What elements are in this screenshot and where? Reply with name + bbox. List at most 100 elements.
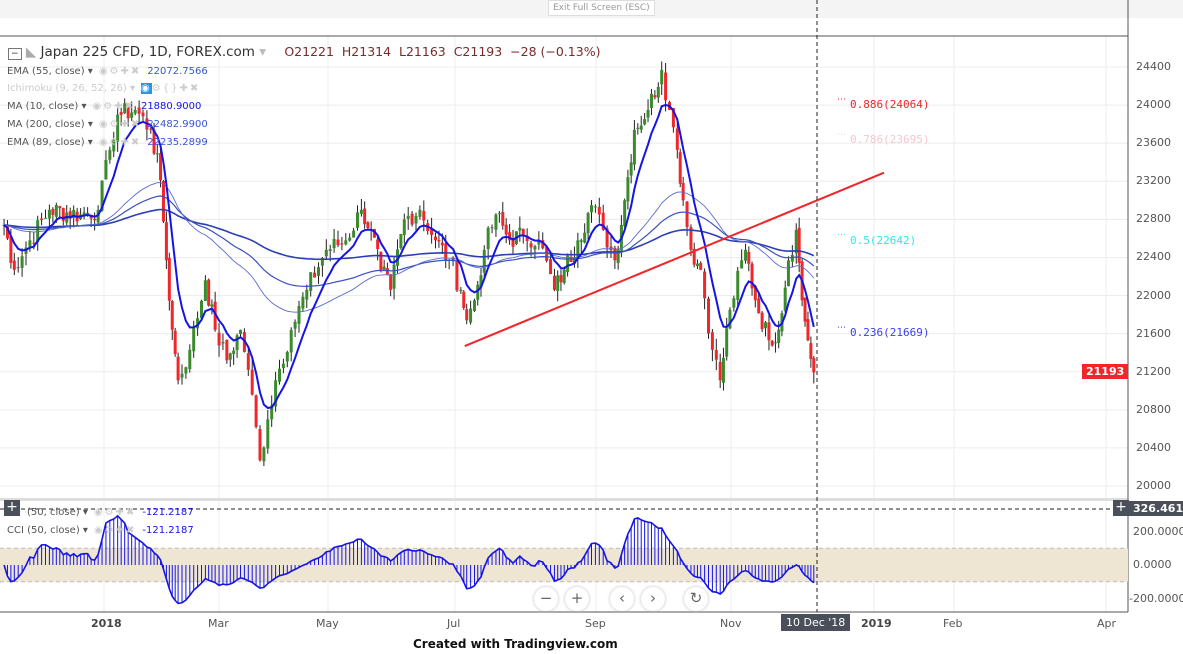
candle-body — [753, 285, 757, 301]
candle-body — [379, 251, 383, 270]
candle-body — [529, 243, 533, 248]
scroll-right-button[interactable]: › — [641, 587, 665, 611]
exit-fullscreen-button[interactable]: Exit Full Screen (ESC) — [548, 0, 655, 16]
time-tick: Feb — [943, 617, 963, 630]
candle-body — [714, 349, 718, 360]
candle-body — [167, 257, 171, 301]
indicator-label: EMA (89, close) — [7, 137, 85, 148]
cci-legend-2[interactable]: CCI (50, close) ▾ ◉⚙✚✖ -121.2187 — [7, 525, 194, 536]
candle-body — [590, 205, 593, 213]
candle-body — [348, 237, 352, 241]
candle-body — [797, 227, 801, 263]
candle-body — [320, 257, 324, 266]
candle-body — [133, 109, 137, 114]
candle-body — [352, 230, 356, 238]
candle-body — [549, 259, 553, 275]
candle-body — [750, 263, 754, 289]
candle-body — [137, 107, 141, 114]
indicator-legend-ma200[interactable]: MA (200, close) ▾ ◉⚙✚✖ 22482.9900 — [7, 119, 208, 130]
candle-body — [473, 300, 476, 311]
candle-body — [613, 247, 617, 261]
candle-body — [703, 271, 707, 299]
indicator-value: 21880.9000 — [140, 101, 202, 112]
candle-body — [270, 405, 274, 420]
candle-body — [566, 255, 570, 273]
candle-body — [760, 312, 764, 330]
indicator-legend-ema55[interactable]: EMA (55, close) ▾ ◉⚙✚✖ 22072.7566 — [7, 66, 208, 77]
candle-body — [583, 232, 587, 243]
candle-body — [108, 149, 112, 160]
candle-body — [336, 239, 340, 246]
candle-body — [100, 180, 104, 211]
candle-body — [366, 222, 370, 228]
indicator-controls-icon[interactable]: ◉⚙✚✖ — [92, 101, 135, 112]
candle-body — [695, 263, 699, 267]
price-tick: 20000 — [1136, 479, 1171, 492]
collapse-icon[interactable]: − — [8, 48, 22, 60]
candle-body — [16, 267, 20, 269]
candle-body — [794, 229, 798, 254]
candle-body — [725, 328, 729, 357]
price-tick: 21200 — [1136, 364, 1171, 378]
candle-body — [649, 93, 653, 109]
high-value: H21314 — [341, 44, 392, 59]
zoom-in-button[interactable]: + — [565, 587, 589, 611]
candle-body — [213, 301, 217, 330]
candle-body — [119, 112, 123, 115]
indicator-legend-ichimoku[interactable]: Ichimoku (9, 26, 52, 26) ▾ ◉⚙{}✚✖ — [7, 83, 201, 94]
candle-body — [541, 240, 545, 249]
price-tick: 22800 — [1136, 212, 1171, 226]
candle-body — [783, 287, 787, 312]
candle-body — [490, 227, 494, 229]
indicator-controls-icon[interactable]: ◉⚙{}✚✖ — [141, 83, 201, 94]
ma200-line — [4, 208, 815, 261]
candle-body — [317, 267, 320, 276]
candle-body — [152, 129, 156, 154]
candle-body — [402, 219, 406, 236]
candle-body — [254, 395, 258, 427]
candle-body — [518, 227, 522, 231]
candle-body — [192, 326, 196, 352]
candle-body — [344, 240, 348, 245]
indicator-controls-icon[interactable]: ◉⚙✚✖ — [93, 525, 137, 536]
candle-body — [653, 95, 657, 98]
crosshair-plus-icon[interactable]: + — [4, 500, 20, 516]
candle-body — [332, 238, 336, 249]
candle-body — [5, 224, 9, 239]
indicator-controls-icon[interactable]: ◉⚙✚✖ — [98, 137, 142, 148]
zoom-out-button[interactable]: − — [534, 587, 558, 611]
candle-body — [372, 228, 376, 238]
reset-chart-button[interactable]: ↻ — [684, 587, 708, 611]
indicator-controls-icon[interactable]: ◉⚙✚✖ — [93, 507, 137, 518]
candle-body — [707, 298, 710, 334]
candle-body — [86, 212, 90, 214]
candle-body — [258, 428, 262, 461]
indicator-legend-ma10[interactable]: MA (10, close) ▾ ◉⚙✚✖ 21880.9000 — [7, 101, 202, 112]
candle-body — [116, 114, 120, 142]
candle-body — [597, 206, 601, 215]
candle-body — [806, 319, 810, 341]
indicator-value: -121.2187 — [142, 525, 194, 536]
candle-body — [664, 72, 668, 101]
open-value: O21221 — [284, 44, 334, 59]
indicator-label: Ichimoku (9, 26, 52, 26) — [7, 83, 127, 94]
scroll-left-button[interactable]: ‹ — [610, 587, 634, 611]
candle-body — [93, 218, 97, 221]
candle-body — [601, 212, 605, 230]
indicator-value: 22482.9900 — [147, 119, 208, 130]
candle-body — [40, 218, 44, 221]
indicator-controls-icon[interactable]: ◉⚙✚✖ — [98, 119, 142, 130]
indicator-controls-icon[interactable]: ◉⚙✚✖ — [98, 66, 142, 77]
candle-body — [579, 240, 583, 242]
candle-body — [176, 356, 180, 381]
candle-body — [200, 300, 203, 319]
candle-body — [699, 262, 703, 270]
indicator-legend-ema89[interactable]: EMA (89, close) ▾ ◉⚙✚✖ 22235.2899 — [7, 137, 208, 148]
crosshair-plus-icon-right[interactable]: + — [1113, 500, 1129, 516]
candle-body — [61, 208, 65, 221]
symbol-title[interactable]: Japan 225 CFD, 1D, FOREX.com — [40, 44, 255, 60]
candle-body — [340, 243, 344, 245]
cci-legend-1[interactable]: (50, close) ▾ ◉⚙✚✖ -121.2187 — [27, 507, 194, 518]
time-tick: 2018 — [91, 617, 122, 630]
